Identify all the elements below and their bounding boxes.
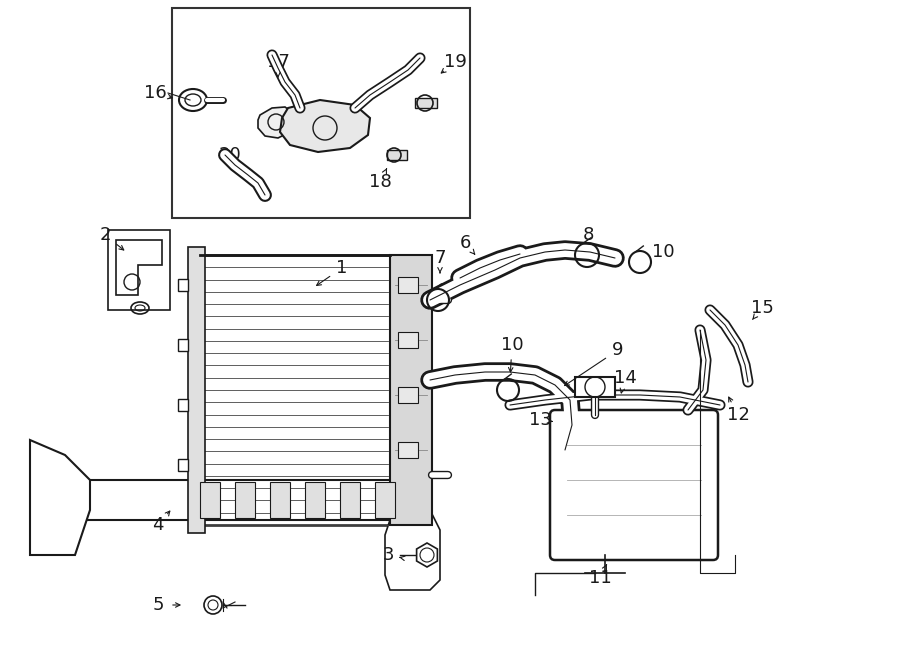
Text: 13: 13 xyxy=(528,411,552,429)
Text: 2: 2 xyxy=(99,226,111,244)
Text: 3: 3 xyxy=(382,546,394,564)
Text: 17: 17 xyxy=(266,53,290,71)
FancyBboxPatch shape xyxy=(550,410,718,560)
Bar xyxy=(172,8,470,218)
Bar xyxy=(305,482,325,518)
Text: 18: 18 xyxy=(369,173,392,191)
Polygon shape xyxy=(390,255,432,525)
Polygon shape xyxy=(30,440,90,555)
Bar xyxy=(270,482,290,518)
Bar xyxy=(398,387,418,403)
Bar xyxy=(415,98,437,108)
Bar xyxy=(375,482,395,518)
Text: 1: 1 xyxy=(337,259,347,277)
Text: 12: 12 xyxy=(726,406,750,424)
Bar xyxy=(398,442,418,458)
Polygon shape xyxy=(178,459,188,471)
Text: 19: 19 xyxy=(444,53,466,71)
Text: 15: 15 xyxy=(751,299,773,317)
Text: 11: 11 xyxy=(589,569,611,587)
Text: 9: 9 xyxy=(612,341,624,359)
Bar xyxy=(235,482,255,518)
Polygon shape xyxy=(280,100,370,152)
Polygon shape xyxy=(40,480,430,520)
Text: 10: 10 xyxy=(500,336,523,354)
Polygon shape xyxy=(188,247,205,533)
Polygon shape xyxy=(385,510,440,590)
Bar xyxy=(200,255,390,525)
Text: 5: 5 xyxy=(152,596,164,614)
Bar xyxy=(398,332,418,348)
Text: 4: 4 xyxy=(152,516,164,534)
Bar xyxy=(340,482,360,518)
Text: 16: 16 xyxy=(144,84,166,102)
Bar xyxy=(575,377,615,397)
Bar xyxy=(108,230,170,310)
Polygon shape xyxy=(258,107,295,138)
Bar xyxy=(387,150,407,160)
Text: 8: 8 xyxy=(582,226,594,244)
Text: 10: 10 xyxy=(652,243,674,261)
Bar xyxy=(398,277,418,293)
Polygon shape xyxy=(178,279,188,291)
Bar xyxy=(200,482,220,518)
Polygon shape xyxy=(178,399,188,411)
Text: 14: 14 xyxy=(614,369,636,387)
Text: 7: 7 xyxy=(434,249,446,267)
Polygon shape xyxy=(178,339,188,351)
Text: 6: 6 xyxy=(459,234,471,252)
Text: 20: 20 xyxy=(219,146,241,164)
Polygon shape xyxy=(116,240,162,295)
